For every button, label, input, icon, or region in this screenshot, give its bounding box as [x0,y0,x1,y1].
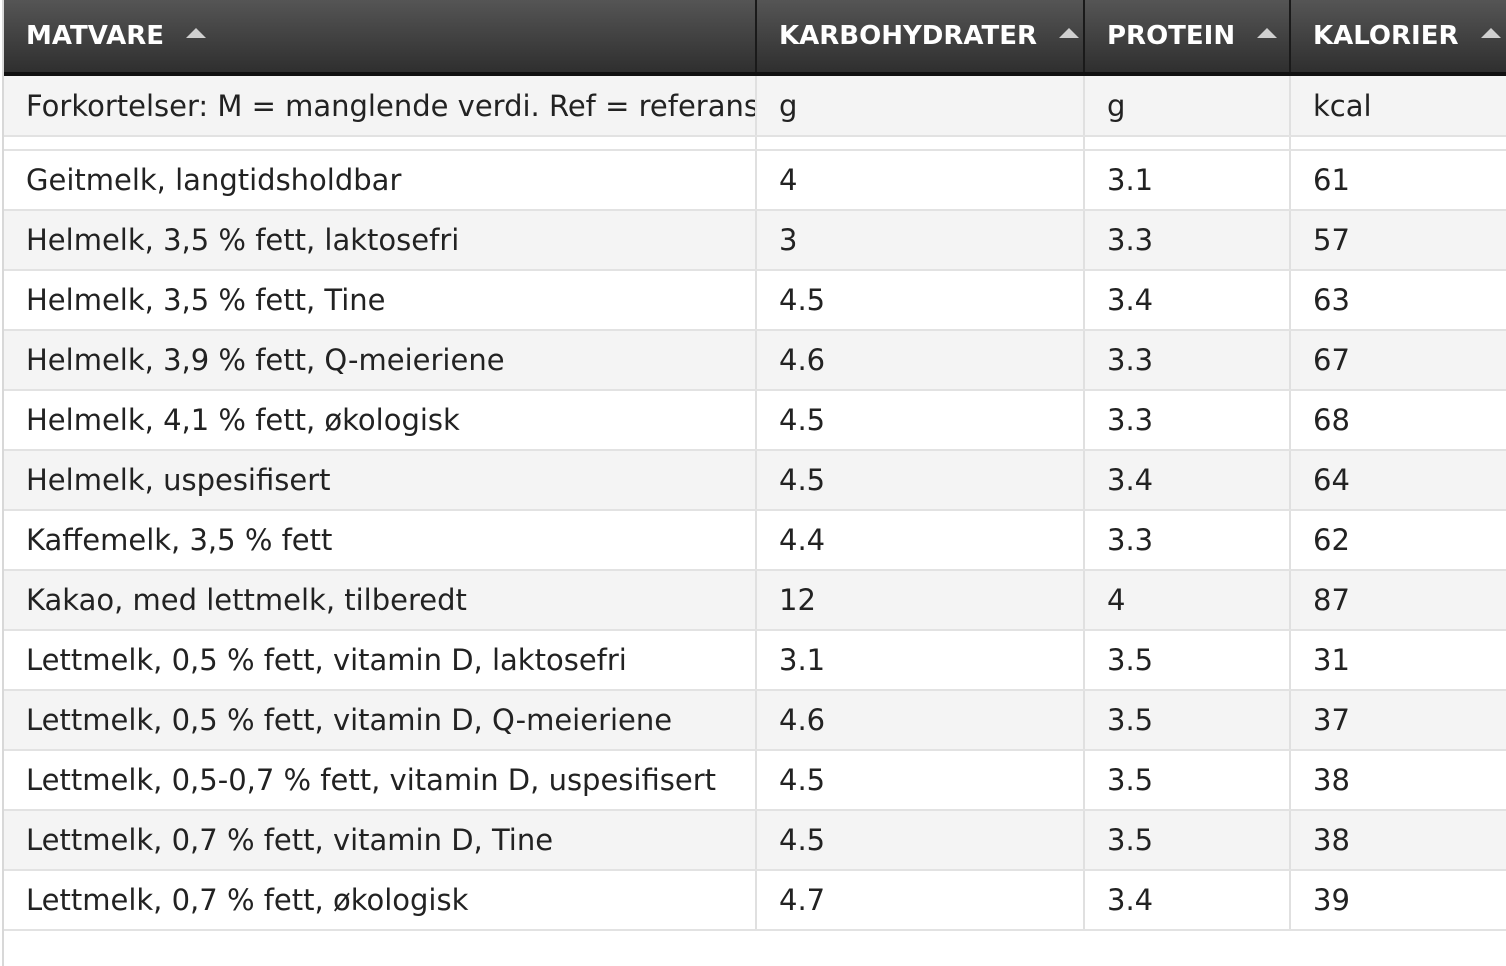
calories-cell: 31 [1290,630,1506,691]
calories-cell: 63 [1290,270,1506,331]
column-header-label: KALORIER [1313,21,1459,51]
carbs-cell: 4 [756,150,1085,211]
calories-cell: 87 [1290,570,1506,631]
sort-ascending-icon[interactable] [185,27,206,38]
spacer-cell [1290,136,1506,151]
table-row[interactable]: Geitmelk, langtidsholdbar 4 3.1 61 [4,150,1506,211]
column-header-karbohydrater[interactable]: KARBOHYDRATER [756,0,1085,76]
protein-cell: 3.1 [1084,150,1291,211]
calories-cell: 37 [1290,690,1506,751]
sort-ascending-icon[interactable] [1059,27,1080,38]
protein-cell: 3.5 [1084,750,1291,811]
table-row[interactable]: Kakao, med lettmelk, tilberedt 12 4 87 [4,570,1506,631]
table-row[interactable]: Lettmelk, 0,5 % fett, vitamin D, laktose… [4,630,1506,691]
table-body: Forkortelser: M = manglende verdi. Ref =… [4,74,1506,931]
carbs-cell: 4.6 [756,330,1085,391]
unit-carbs: g [756,74,1085,137]
protein-cell: 3.4 [1084,270,1291,331]
protein-cell: 3.5 [1084,690,1291,751]
header-row: MATVARE KARBOHYDRATER PROTEIN KALORIER [4,0,1506,76]
protein-cell: 3.5 [1084,630,1291,691]
food-name-cell: Kaffemelk, 3,5 % fett [4,510,757,571]
food-name-cell: Helmelk, 3,5 % fett, laktosefri [4,210,757,271]
carbs-cell: 3 [756,210,1085,271]
carbs-cell: 4.5 [756,450,1085,511]
food-name-cell: Lettmelk, 0,5 % fett, vitamin D, Q-meier… [4,690,757,751]
food-name-cell: Kakao, med lettmelk, tilberedt [4,570,757,631]
unit-protein: g [1084,74,1291,137]
table-row[interactable]: Helmelk, 3,9 % fett, Q-meieriene 4.6 3.3 67 [4,330,1506,391]
protein-cell: 3.4 [1084,450,1291,511]
table-row[interactable]: Helmelk, 3,5 % fett, Tine 4.5 3.4 63 [4,270,1506,331]
spacer-cell [1084,136,1291,151]
protein-cell: 3.3 [1084,390,1291,451]
calories-cell: 62 [1290,510,1506,571]
abbreviations-note: Forkortelser: M = manglende verdi. Ref =… [4,74,757,137]
food-name-cell: Helmelk, 3,5 % fett, Tine [4,270,757,331]
spacer-row [4,136,1506,151]
carbs-cell: 12 [756,570,1085,631]
protein-cell: 3.3 [1084,510,1291,571]
table-row[interactable]: Helmelk, 4,1 % fett, økologisk 4.5 3.3 68 [4,390,1506,451]
carbs-cell: 4.7 [756,870,1085,931]
calories-cell: 64 [1290,450,1506,511]
carbs-cell: 4.5 [756,750,1085,811]
calories-cell: 38 [1290,810,1506,871]
units-row: Forkortelser: M = manglende verdi. Ref =… [4,74,1506,137]
table-row[interactable]: Helmelk, uspesifisert 4.5 3.4 64 [4,450,1506,511]
table-row[interactable]: Lettmelk, 0,5-0,7 % fett, vitamin D, usp… [4,750,1506,811]
sort-ascending-icon[interactable] [1480,27,1501,38]
protein-cell: 3.5 [1084,810,1291,871]
carbs-cell: 4.5 [756,810,1085,871]
protein-cell: 3.3 [1084,210,1291,271]
calories-cell: 68 [1290,390,1506,451]
column-header-kalorier[interactable]: KALORIER [1290,0,1506,76]
protein-cell: 4 [1084,570,1291,631]
nutrition-table: MATVARE KARBOHYDRATER PROTEIN KALORIER F… [4,0,1506,931]
calories-cell: 39 [1290,870,1506,931]
table-row[interactable]: Helmelk, 3,5 % fett, laktosefri 3 3.3 57 [4,210,1506,271]
unit-calories: kcal [1290,74,1506,137]
food-name-cell: Lettmelk, 0,5-0,7 % fett, vitamin D, usp… [4,750,757,811]
column-header-label: KARBOHYDRATER [779,21,1038,51]
calories-cell: 57 [1290,210,1506,271]
food-name-cell: Lettmelk, 0,7 % fett, vitamin D, Tine [4,810,757,871]
food-name-cell: Lettmelk, 0,7 % fett, økologisk [4,870,757,931]
spacer-cell [4,136,757,151]
carbs-cell: 4.5 [756,270,1085,331]
food-name-cell: Helmelk, 3,9 % fett, Q-meieriene [4,330,757,391]
calories-cell: 38 [1290,750,1506,811]
column-header-protein[interactable]: PROTEIN [1084,0,1291,76]
column-header-matvare[interactable]: MATVARE [4,0,757,76]
carbs-cell: 4.6 [756,690,1085,751]
table-row[interactable]: Kaffemelk, 3,5 % fett 4.4 3.3 62 [4,510,1506,571]
protein-cell: 3.3 [1084,330,1291,391]
table-row[interactable]: Lettmelk, 0,5 % fett, vitamin D, Q-meier… [4,690,1506,751]
protein-cell: 3.4 [1084,870,1291,931]
column-header-label: PROTEIN [1107,21,1236,51]
food-name-cell: Lettmelk, 0,5 % fett, vitamin D, laktose… [4,630,757,691]
carbs-cell: 4.4 [756,510,1085,571]
table-header: MATVARE KARBOHYDRATER PROTEIN KALORIER [4,0,1506,76]
carbs-cell: 3.1 [756,630,1085,691]
calories-cell: 61 [1290,150,1506,211]
food-name-cell: Geitmelk, langtidsholdbar [4,150,757,211]
calories-cell: 67 [1290,330,1506,391]
food-name-cell: Helmelk, uspesifisert [4,450,757,511]
table-row[interactable]: Lettmelk, 0,7 % fett, økologisk 4.7 3.4 39 [4,870,1506,931]
sort-ascending-icon[interactable] [1257,27,1278,38]
column-header-label: MATVARE [26,21,164,51]
spacer-cell [756,136,1085,151]
carbs-cell: 4.5 [756,390,1085,451]
food-name-cell: Helmelk, 4,1 % fett, økologisk [4,390,757,451]
table-row[interactable]: Lettmelk, 0,7 % fett, vitamin D, Tine 4.5… [4,810,1506,871]
